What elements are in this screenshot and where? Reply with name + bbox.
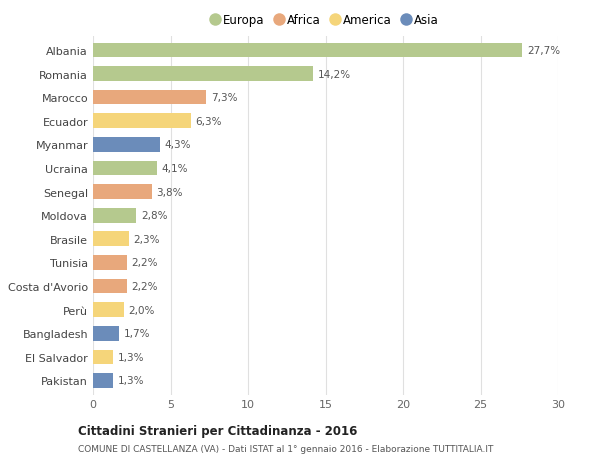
Text: 14,2%: 14,2% xyxy=(318,69,351,79)
Text: 27,7%: 27,7% xyxy=(527,46,560,56)
Text: 2,8%: 2,8% xyxy=(141,211,167,221)
Bar xyxy=(93,373,113,388)
Bar xyxy=(93,326,119,341)
Text: 2,0%: 2,0% xyxy=(128,305,155,315)
Text: 7,3%: 7,3% xyxy=(211,93,238,103)
Text: 4,1%: 4,1% xyxy=(161,163,188,174)
Text: 2,3%: 2,3% xyxy=(133,234,160,244)
Text: 2,2%: 2,2% xyxy=(132,258,158,268)
Text: 4,3%: 4,3% xyxy=(164,140,191,150)
Bar xyxy=(93,91,206,105)
Text: COMUNE DI CASTELLANZA (VA) - Dati ISTAT al 1° gennaio 2016 - Elaborazione TUTTIT: COMUNE DI CASTELLANZA (VA) - Dati ISTAT … xyxy=(78,444,493,453)
Text: 1,3%: 1,3% xyxy=(118,352,145,362)
Bar xyxy=(93,350,113,364)
Bar xyxy=(93,256,127,270)
Legend: Europa, Africa, America, Asia: Europa, Africa, America, Asia xyxy=(212,14,439,27)
Text: 6,3%: 6,3% xyxy=(196,117,222,127)
Text: 1,3%: 1,3% xyxy=(118,375,145,386)
Bar xyxy=(93,208,136,223)
Text: 3,8%: 3,8% xyxy=(157,187,183,197)
Bar xyxy=(93,232,128,246)
Bar xyxy=(93,185,152,200)
Text: Cittadini Stranieri per Cittadinanza - 2016: Cittadini Stranieri per Cittadinanza - 2… xyxy=(78,424,358,437)
Bar xyxy=(93,67,313,82)
Bar xyxy=(93,161,157,176)
Bar xyxy=(93,44,523,58)
Bar xyxy=(93,302,124,317)
Text: 2,2%: 2,2% xyxy=(132,281,158,291)
Bar xyxy=(93,114,191,129)
Bar xyxy=(93,279,127,294)
Bar xyxy=(93,138,160,152)
Text: 1,7%: 1,7% xyxy=(124,329,151,338)
